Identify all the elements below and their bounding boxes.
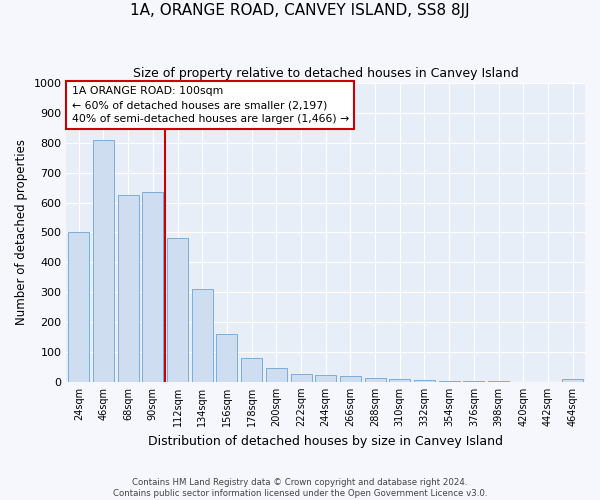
- Bar: [167, 238, 188, 382]
- Bar: [217, 334, 238, 382]
- Bar: [192, 289, 213, 382]
- Bar: [463, 381, 484, 382]
- Title: Size of property relative to detached houses in Canvey Island: Size of property relative to detached ho…: [133, 68, 518, 80]
- Bar: [562, 380, 583, 382]
- Bar: [488, 381, 509, 382]
- Bar: [340, 376, 361, 382]
- Bar: [68, 232, 89, 382]
- Text: Contains HM Land Registry data © Crown copyright and database right 2024.
Contai: Contains HM Land Registry data © Crown c…: [113, 478, 487, 498]
- Y-axis label: Number of detached properties: Number of detached properties: [15, 140, 28, 326]
- Bar: [93, 140, 114, 382]
- Text: 1A ORANGE ROAD: 100sqm
← 60% of detached houses are smaller (2,197)
40% of semi-: 1A ORANGE ROAD: 100sqm ← 60% of detached…: [71, 86, 349, 124]
- X-axis label: Distribution of detached houses by size in Canvey Island: Distribution of detached houses by size …: [148, 434, 503, 448]
- Bar: [118, 195, 139, 382]
- Text: 1A, ORANGE ROAD, CANVEY ISLAND, SS8 8JJ: 1A, ORANGE ROAD, CANVEY ISLAND, SS8 8JJ: [130, 2, 470, 18]
- Bar: [315, 375, 336, 382]
- Bar: [142, 192, 163, 382]
- Bar: [266, 368, 287, 382]
- Bar: [365, 378, 386, 382]
- Bar: [290, 374, 311, 382]
- Bar: [241, 358, 262, 382]
- Bar: [414, 380, 435, 382]
- Bar: [439, 381, 460, 382]
- Bar: [389, 379, 410, 382]
